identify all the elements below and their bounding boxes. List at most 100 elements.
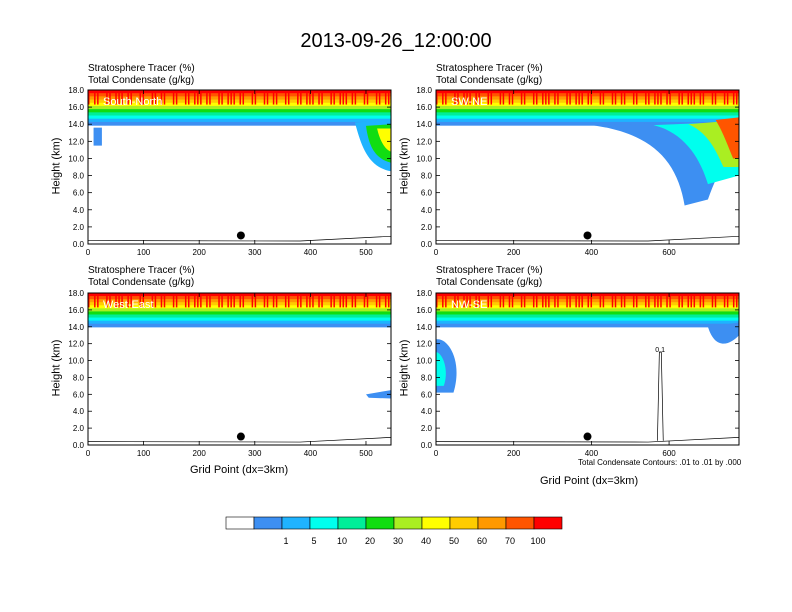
tracer-streak <box>690 293 693 308</box>
tracer-streak <box>384 90 387 105</box>
condensate-contour <box>436 235 739 242</box>
tracer-streak <box>687 90 689 105</box>
panel-4-xlabel: Grid Point (dx=3km) <box>540 475 639 487</box>
tracer-streak <box>654 90 656 105</box>
tracer-streak <box>230 90 232 105</box>
panel-3-frame <box>87 292 392 446</box>
tracer-streak <box>333 293 335 308</box>
panel-2-plot: SW-NE 0.0 2.0 4.0 6.0 8.0 10.0 12.0 14.0 16.0 18.0… <box>416 86 740 257</box>
tracer-streak <box>611 293 614 308</box>
tracer-streak <box>490 293 493 308</box>
colorbar-swatch <box>505 516 535 530</box>
xtick-label: 200 <box>193 248 207 257</box>
ytick-label: 4.0 <box>421 407 433 416</box>
colorbar-label: 100 <box>530 536 545 546</box>
tracer-streak <box>366 90 369 105</box>
tracer-streak <box>702 90 705 105</box>
tracer-streak <box>587 90 589 105</box>
tracer-streak <box>230 293 232 308</box>
tracer-patch <box>93 127 102 146</box>
tracer-streak <box>554 90 556 105</box>
panel-2-header-line1: Stratosphere Tracer (%) <box>436 63 543 74</box>
tracer-band <box>436 323 739 328</box>
tracer-streak <box>735 293 738 308</box>
tracer-band <box>88 121 391 126</box>
ytick-label: 0.0 <box>73 441 85 450</box>
xtick-label: 200 <box>507 449 521 458</box>
tracer-streak <box>151 90 154 105</box>
tracer-streak <box>511 90 514 105</box>
panel-1-header-line2: Total Condensate (g/kg) <box>88 75 195 86</box>
tracer-streak <box>442 90 444 105</box>
tracer-streak <box>735 90 738 105</box>
ytick-label: 12.0 <box>416 340 432 349</box>
tracer-streak <box>194 293 196 308</box>
tracer-streak <box>726 293 729 308</box>
tracer-streak <box>454 293 456 308</box>
tracer-streak <box>160 90 163 105</box>
tracer-streak <box>88 293 90 308</box>
panel-3-name: West-East <box>103 299 154 311</box>
ytick-label: 8.0 <box>421 172 433 181</box>
tracer-streak <box>502 293 505 308</box>
tracer-streak <box>118 90 120 105</box>
tracer-streak <box>581 293 583 308</box>
tracer-band <box>436 311 739 316</box>
panel-1-header: Stratosphere Tracer (%) Total Condensate… <box>88 63 195 87</box>
tracer-streak <box>590 293 593 308</box>
ytick-label: 12.0 <box>68 137 84 146</box>
tracer-band <box>88 308 391 313</box>
tracer-streak <box>587 293 589 308</box>
tracer-streak <box>172 293 175 308</box>
tracer-streak <box>445 90 447 105</box>
tracer-streak <box>175 90 178 105</box>
tracer-streak <box>200 90 202 105</box>
tracer-band <box>436 308 739 313</box>
tracer-streak <box>154 293 157 308</box>
tracer-streak <box>354 293 357 308</box>
tracer-streak <box>475 293 477 308</box>
panel-4-header-line1: Stratosphere Tracer (%) <box>436 265 543 276</box>
tracer-streak <box>306 293 308 308</box>
tracer-streak <box>345 90 348 105</box>
xtick-label: 0 <box>86 449 91 458</box>
tracer-streak <box>678 90 680 105</box>
tracer-streak <box>466 293 468 308</box>
colorbar-swatch <box>309 516 339 530</box>
tracer-streak <box>463 90 465 105</box>
tracer-streak <box>197 90 199 105</box>
colorbar-swatch <box>337 516 367 530</box>
tracer-band <box>436 118 739 123</box>
tracer-streak <box>523 90 526 105</box>
tracer-streak <box>330 293 332 308</box>
colorbar-label: 20 <box>365 536 375 546</box>
tracer-streak <box>233 293 235 308</box>
tracer-band <box>88 323 391 328</box>
tracer-streak <box>681 90 683 105</box>
tracer-streak <box>545 90 547 105</box>
panel-4-frame <box>435 292 740 446</box>
tracer-streak <box>351 293 354 308</box>
tracer-streak <box>499 293 502 308</box>
colorbar-swatch <box>533 516 563 530</box>
xtick-label: 400 <box>304 248 318 257</box>
tracer-streak <box>263 293 266 308</box>
tracer-streak <box>209 90 211 105</box>
tracer-streak <box>221 90 223 105</box>
tracer-streak <box>239 90 241 105</box>
tracer-streak <box>666 293 668 308</box>
ytick-label: 2.0 <box>73 223 85 232</box>
contour-label: 0.1 <box>655 347 665 354</box>
location-marker <box>583 231 592 240</box>
tracer-streak <box>702 293 705 308</box>
tracer-streak <box>442 293 444 308</box>
ytick-label: 18.0 <box>68 86 84 95</box>
panel-2-header: Stratosphere Tracer (%) Total Condensate… <box>436 63 543 87</box>
ytick-label: 12.0 <box>68 340 84 349</box>
tracer-streak <box>142 90 145 105</box>
tracer-streak <box>297 293 299 308</box>
tracer-streak <box>363 90 366 105</box>
tracer-streak <box>139 90 142 105</box>
tracer-streak <box>457 90 459 105</box>
